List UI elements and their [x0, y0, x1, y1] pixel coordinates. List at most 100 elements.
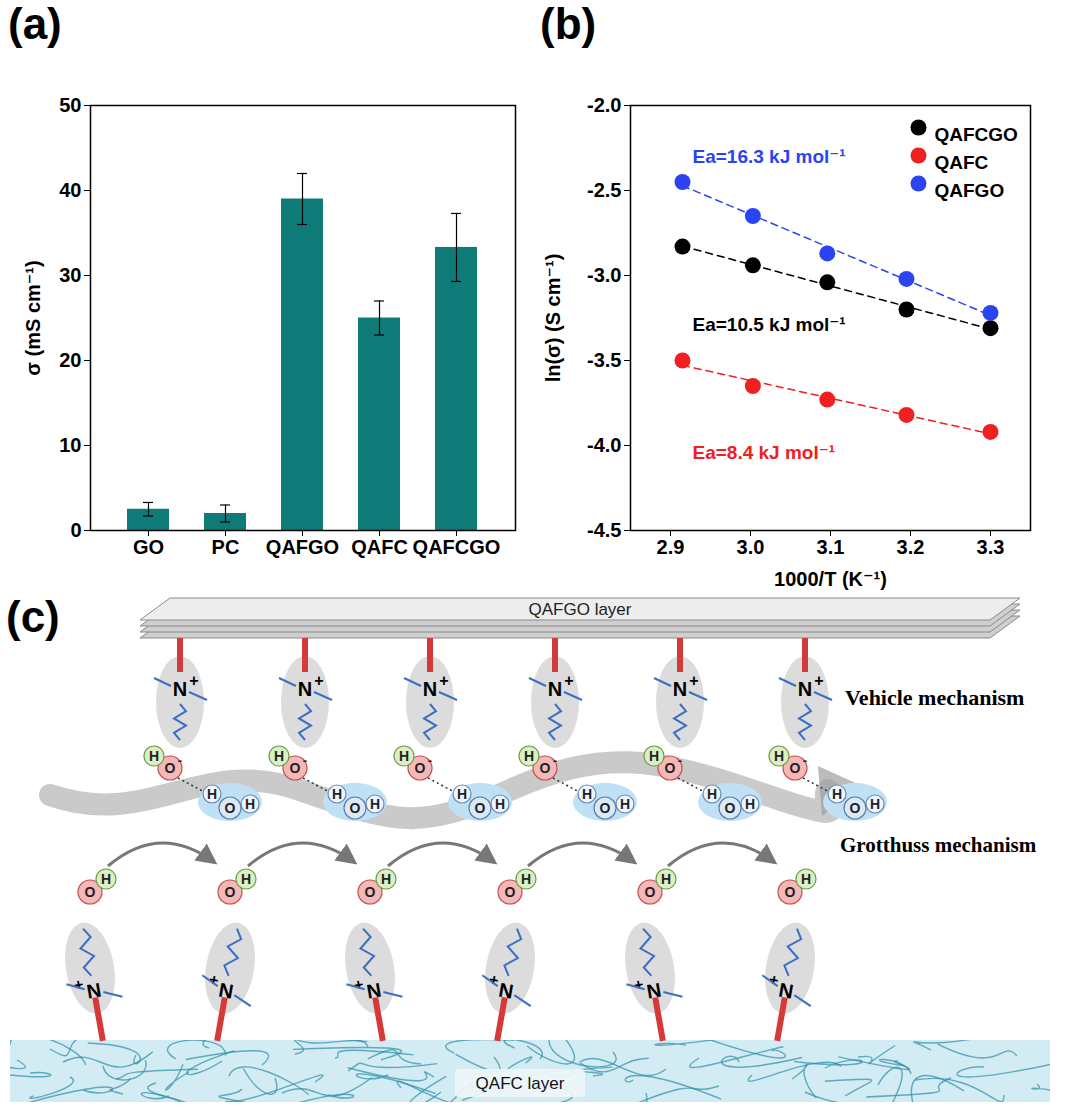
svg-text:O: O [415, 760, 426, 776]
svg-text:σ (mS cm⁻¹): σ (mS cm⁻¹) [22, 260, 44, 375]
svg-text:N: N [497, 979, 515, 1003]
svg-text:Ea=10.5 kJ mol⁻¹: Ea=10.5 kJ mol⁻¹ [693, 314, 846, 335]
svg-text:O: O [665, 760, 676, 776]
svg-text:-4.5: -4.5 [587, 519, 621, 541]
svg-text:N: N [423, 678, 437, 700]
svg-text:H: H [495, 796, 505, 812]
svg-text:N: N [777, 979, 795, 1003]
svg-text:H: H [245, 796, 255, 812]
svg-text:O: O [785, 884, 796, 900]
svg-text:+: + [189, 672, 198, 689]
svg-text:1000/T (K⁻¹): 1000/T (K⁻¹) [774, 568, 887, 590]
svg-text:0: 0 [70, 519, 81, 541]
svg-text:H: H [801, 871, 811, 887]
svg-text:H: H [241, 871, 251, 887]
svg-text:+: + [689, 672, 698, 689]
svg-text:+: + [814, 672, 823, 689]
svg-text:H: H [832, 786, 842, 802]
svg-text:QAFCGO: QAFCGO [413, 536, 501, 558]
svg-text:-: - [678, 753, 682, 768]
svg-text:H: H [620, 796, 630, 812]
svg-text:3.1: 3.1 [817, 536, 845, 558]
svg-text:N: N [798, 678, 812, 700]
svg-text:-: - [303, 753, 307, 768]
svg-text:QAFC: QAFC [935, 152, 989, 173]
svg-text:Ea=16.3 kJ mol⁻¹: Ea=16.3 kJ mol⁻¹ [693, 146, 846, 167]
svg-text:O: O [850, 800, 861, 816]
svg-text:QAFGO: QAFGO [935, 180, 1005, 201]
svg-text:20: 20 [59, 349, 81, 371]
svg-text:(c): (c) [6, 592, 60, 641]
svg-text:H: H [207, 786, 217, 802]
svg-text:H: H [745, 796, 755, 812]
svg-text:Vehicle mechanism: Vehicle mechanism [845, 685, 1024, 710]
svg-text:O: O [85, 884, 96, 900]
svg-text:N: N [548, 678, 562, 700]
svg-text:H: H [524, 748, 534, 764]
svg-text:Grotthuss mechanism: Grotthuss mechanism [840, 833, 1037, 857]
svg-text:QAFGO layer: QAFGO layer [529, 600, 632, 619]
svg-text:O: O [540, 760, 551, 776]
svg-text:O: O [165, 760, 176, 776]
svg-text:H: H [149, 748, 159, 764]
svg-text:H: H [774, 748, 784, 764]
svg-text:QAFC: QAFC [351, 536, 408, 558]
svg-text:O: O [790, 760, 801, 776]
svg-text:40: 40 [59, 179, 81, 201]
svg-text:2.9: 2.9 [657, 536, 685, 558]
svg-text:H: H [870, 796, 880, 812]
svg-text:O: O [365, 884, 376, 900]
svg-text:30: 30 [59, 264, 81, 286]
svg-text:-4.0: -4.0 [587, 434, 621, 456]
svg-text:-: - [803, 753, 807, 768]
svg-text:N: N [645, 979, 663, 1003]
svg-text:H: H [399, 748, 409, 764]
svg-text:-: - [178, 753, 182, 768]
svg-text:O: O [225, 884, 236, 900]
svg-text:H: H [521, 871, 531, 887]
svg-text:O: O [600, 800, 611, 816]
svg-text:H: H [370, 796, 380, 812]
svg-text:3.2: 3.2 [897, 536, 925, 558]
svg-text:-2.0: -2.0 [587, 94, 621, 116]
svg-text:GO: GO [133, 536, 164, 558]
svg-text:O: O [290, 760, 301, 776]
svg-text:QAFC layer: QAFC layer [476, 1074, 565, 1093]
svg-text:+: + [314, 672, 323, 689]
svg-text:N: N [217, 979, 235, 1003]
svg-text:10: 10 [59, 434, 81, 456]
svg-text:+: + [564, 672, 573, 689]
svg-text:QAFGO: QAFGO [266, 536, 339, 558]
svg-text:H: H [649, 748, 659, 764]
svg-text:3.3: 3.3 [977, 536, 1005, 558]
svg-text:H: H [582, 786, 592, 802]
svg-text:O: O [225, 800, 236, 816]
svg-text:H: H [381, 871, 391, 887]
svg-text:H: H [332, 786, 342, 802]
svg-text:O: O [350, 800, 361, 816]
svg-text:O: O [475, 800, 486, 816]
svg-text:N: N [365, 979, 383, 1003]
svg-text:H: H [661, 871, 671, 887]
svg-text:H: H [274, 748, 284, 764]
svg-text:N: N [85, 979, 103, 1003]
svg-text:-: - [553, 753, 557, 768]
svg-text:50: 50 [59, 94, 81, 116]
svg-text:QAFCGO: QAFCGO [935, 124, 1018, 145]
svg-text:N: N [673, 678, 687, 700]
svg-text:O: O [725, 800, 736, 816]
svg-text:PC: PC [212, 536, 240, 558]
svg-text:O: O [645, 884, 656, 900]
svg-text:-3.0: -3.0 [587, 264, 621, 286]
svg-text:+: + [439, 672, 448, 689]
svg-text:N: N [173, 678, 187, 700]
svg-text:-2.5: -2.5 [587, 179, 621, 201]
svg-text:ln(σ) (S cm⁻¹): ln(σ) (S cm⁻¹) [542, 254, 564, 383]
svg-text:H: H [457, 786, 467, 802]
svg-text:H: H [101, 871, 111, 887]
svg-text:Ea=8.4 kJ mol⁻¹: Ea=8.4 kJ mol⁻¹ [693, 442, 836, 463]
svg-text:-3.5: -3.5 [587, 349, 621, 371]
svg-text:O: O [505, 884, 516, 900]
svg-text:-: - [428, 753, 432, 768]
svg-text:+: + [633, 976, 645, 994]
